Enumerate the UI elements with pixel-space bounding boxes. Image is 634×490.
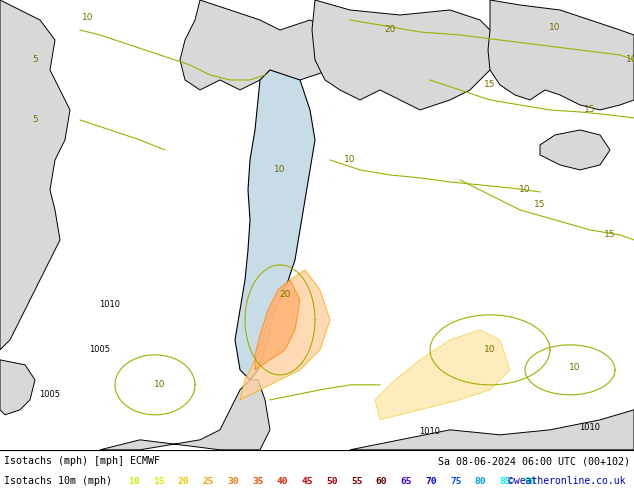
Text: 10: 10 xyxy=(275,166,286,174)
Text: 70: 70 xyxy=(425,477,437,486)
Text: 60: 60 xyxy=(376,477,387,486)
Text: 75: 75 xyxy=(450,477,462,486)
Polygon shape xyxy=(180,0,340,90)
Text: 15: 15 xyxy=(585,105,596,115)
Text: 15: 15 xyxy=(153,477,164,486)
Polygon shape xyxy=(255,280,300,370)
Text: 1010: 1010 xyxy=(100,300,120,309)
Text: 10: 10 xyxy=(626,55,634,65)
Text: 10: 10 xyxy=(128,477,139,486)
Text: 5: 5 xyxy=(32,116,38,124)
Text: Isotachs 10m (mph): Isotachs 10m (mph) xyxy=(4,476,112,486)
Polygon shape xyxy=(540,130,610,170)
Text: 15: 15 xyxy=(534,200,546,209)
Text: 40: 40 xyxy=(277,477,288,486)
Text: 30: 30 xyxy=(227,477,239,486)
Text: 10: 10 xyxy=(484,345,496,354)
Text: 10: 10 xyxy=(82,14,94,23)
Polygon shape xyxy=(375,330,510,420)
Text: 65: 65 xyxy=(401,477,412,486)
Text: 10: 10 xyxy=(549,24,560,32)
Text: Isotachs (mph) [mph] ECMWF: Isotachs (mph) [mph] ECMWF xyxy=(4,456,160,466)
Polygon shape xyxy=(240,270,330,400)
Text: 1010: 1010 xyxy=(420,427,441,436)
Text: 5: 5 xyxy=(32,55,38,65)
Text: 20: 20 xyxy=(280,291,290,299)
Text: 20: 20 xyxy=(178,477,190,486)
Text: 45: 45 xyxy=(302,477,313,486)
Text: 1010: 1010 xyxy=(579,423,600,432)
Polygon shape xyxy=(0,360,35,415)
Text: 50: 50 xyxy=(327,477,338,486)
Polygon shape xyxy=(350,410,634,450)
Polygon shape xyxy=(100,380,270,450)
Text: 1005: 1005 xyxy=(39,391,60,399)
Text: ©weatheronline.co.uk: ©weatheronline.co.uk xyxy=(508,476,626,486)
Text: 85: 85 xyxy=(500,477,511,486)
Text: Sa 08-06-2024 06:00 UTC (00+102): Sa 08-06-2024 06:00 UTC (00+102) xyxy=(438,456,630,466)
Text: 10: 10 xyxy=(344,155,356,165)
Polygon shape xyxy=(312,0,500,110)
Text: 55: 55 xyxy=(351,477,363,486)
Text: 1005: 1005 xyxy=(89,345,110,354)
Polygon shape xyxy=(235,70,315,380)
Text: 10: 10 xyxy=(569,364,581,372)
Text: 90: 90 xyxy=(524,477,536,486)
Text: 35: 35 xyxy=(252,477,264,486)
Text: 10: 10 xyxy=(154,380,165,390)
Polygon shape xyxy=(0,0,70,350)
Text: 15: 15 xyxy=(604,230,616,240)
Text: 80: 80 xyxy=(475,477,486,486)
Text: 15: 15 xyxy=(484,80,496,90)
Text: 10: 10 xyxy=(519,185,531,195)
Polygon shape xyxy=(488,0,634,110)
Text: 20: 20 xyxy=(384,25,396,34)
Text: 25: 25 xyxy=(202,477,214,486)
